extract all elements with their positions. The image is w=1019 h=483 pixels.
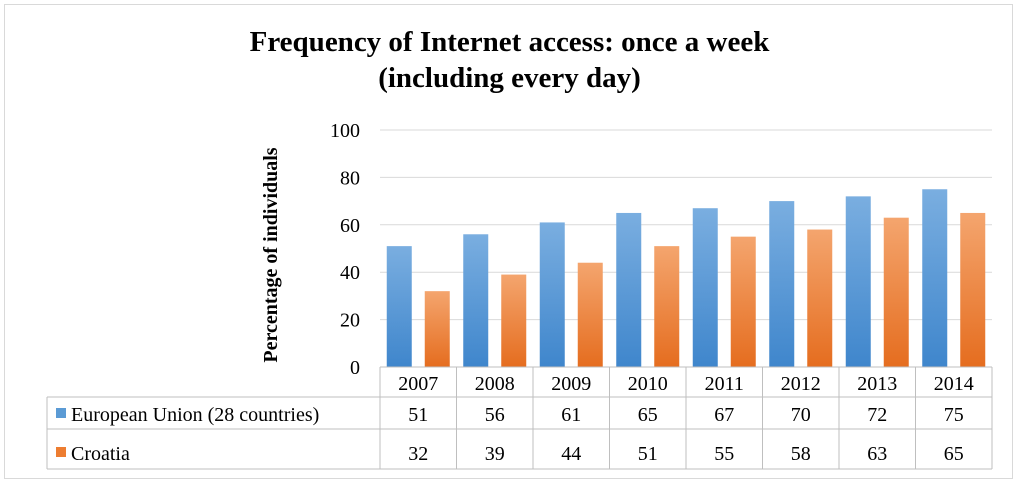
bar xyxy=(730,236,756,367)
data-label: 39 xyxy=(485,443,505,465)
data-label: 44 xyxy=(561,443,581,465)
bar xyxy=(463,234,489,367)
data-label: 63 xyxy=(867,443,887,465)
chart-title-line1: Frequency of Internet access: once a wee… xyxy=(249,26,770,58)
bar xyxy=(845,196,871,367)
data-label: 72 xyxy=(867,404,887,426)
bar xyxy=(577,262,603,367)
y-axis-label: Percentage of individuals xyxy=(260,147,282,362)
y-tick-label: 20 xyxy=(340,310,360,332)
y-tick-label: 0 xyxy=(350,357,360,379)
x-tick-label: 2013 xyxy=(857,373,897,395)
data-label: 51 xyxy=(638,443,658,465)
legend-label: European Union (28 countries) xyxy=(71,404,319,426)
bar xyxy=(424,291,450,367)
data-label: 65 xyxy=(638,404,658,426)
data-label: 70 xyxy=(791,404,811,426)
x-tick-label: 2014 xyxy=(934,373,974,395)
legend-swatch xyxy=(56,447,66,457)
bar xyxy=(654,246,680,367)
chart-frame xyxy=(4,4,1013,479)
data-label: 61 xyxy=(561,404,581,426)
data-label: 67 xyxy=(714,404,734,426)
y-tick-label: 100 xyxy=(330,120,360,142)
data-label: 56 xyxy=(485,404,505,426)
bar xyxy=(539,222,565,367)
data-label: 55 xyxy=(714,443,734,465)
bar xyxy=(883,217,909,367)
chart-title-line2: (including every day) xyxy=(378,62,641,94)
bar xyxy=(386,246,412,367)
data-label: 65 xyxy=(944,443,964,465)
x-tick-label: 2007 xyxy=(398,373,438,395)
bar xyxy=(807,229,833,367)
legend-swatch xyxy=(56,408,66,418)
bar xyxy=(692,208,718,367)
data-label: 75 xyxy=(944,404,964,426)
x-tick-label: 2011 xyxy=(705,373,744,395)
data-label: 58 xyxy=(791,443,811,465)
data-label: 32 xyxy=(408,443,428,465)
y-tick-label: 60 xyxy=(340,215,360,237)
bar xyxy=(769,201,795,367)
y-tick-label: 40 xyxy=(340,262,360,284)
data-label: 51 xyxy=(408,404,428,426)
bar xyxy=(922,189,948,367)
x-tick-label: 2009 xyxy=(551,373,591,395)
x-tick-label: 2008 xyxy=(475,373,515,395)
y-tick-label: 80 xyxy=(340,167,360,189)
x-tick-label: 2012 xyxy=(781,373,821,395)
bar xyxy=(616,212,642,367)
x-tick-label: 2010 xyxy=(628,373,668,395)
legend-label: Croatia xyxy=(71,443,130,465)
bar xyxy=(501,274,527,367)
bar xyxy=(960,212,986,367)
